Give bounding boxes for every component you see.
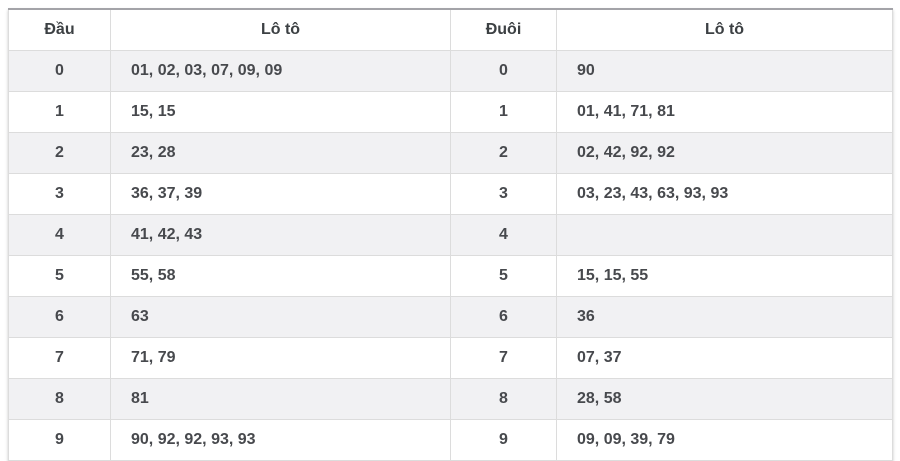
head-digit-cell: 4 xyxy=(8,214,111,256)
tail-loto-values-cell: 02, 42, 92, 92 xyxy=(556,132,893,174)
table-header-row: Đầu Lô tô Đuôi Lô tô xyxy=(8,8,893,51)
head-loto-values-cell: 63 xyxy=(110,296,451,338)
table-row: 2 23, 28 2 02, 42, 92, 92 xyxy=(8,132,893,174)
tail-digit-cell: 3 xyxy=(450,173,557,215)
tail-loto-values-cell: 15, 15, 55 xyxy=(556,255,893,297)
tail-loto-values-cell: 07, 37 xyxy=(556,337,893,379)
head-column-header: Đầu xyxy=(8,8,111,51)
head-digit-cell: 2 xyxy=(8,132,111,174)
head-digit-cell: 7 xyxy=(8,337,111,379)
head-digit-cell: 3 xyxy=(8,173,111,215)
tail-digit-cell: 4 xyxy=(450,214,557,256)
head-digit-cell: 9 xyxy=(8,419,111,461)
tail-loto-values-cell: 36 xyxy=(556,296,893,338)
head-loto-values-cell: 01, 02, 03, 07, 09, 09 xyxy=(110,50,451,92)
head-loto-values-cell: 41, 42, 43 xyxy=(110,214,451,256)
head-loto-values-cell: 81 xyxy=(110,378,451,420)
tail-digit-cell: 0 xyxy=(450,50,557,92)
tail-loto-values-cell: 09, 09, 39, 79 xyxy=(556,419,893,461)
head-digit-cell: 6 xyxy=(8,296,111,338)
table-row: 1 15, 15 1 01, 41, 71, 81 xyxy=(8,91,893,133)
tail-digit-cell: 8 xyxy=(450,378,557,420)
tail-digit-cell: 2 xyxy=(450,132,557,174)
head-loto-values-cell: 23, 28 xyxy=(110,132,451,174)
tail-digit-cell: 6 xyxy=(450,296,557,338)
tail-loto-values-cell: 90 xyxy=(556,50,893,92)
loto-head-tail-table: Đầu Lô tô Đuôi Lô tô 0 01, 02, 03, 07, 0… xyxy=(8,8,893,461)
tail-loto-values-cell: 03, 23, 43, 63, 93, 93 xyxy=(556,173,893,215)
left-loto-column-header: Lô tô xyxy=(110,8,451,51)
head-loto-values-cell: 55, 58 xyxy=(110,255,451,297)
table-row: 7 71, 79 7 07, 37 xyxy=(8,337,893,379)
tail-loto-values-cell: 28, 58 xyxy=(556,378,893,420)
table-row: 8 81 8 28, 58 xyxy=(8,378,893,420)
head-digit-cell: 8 xyxy=(8,378,111,420)
tail-loto-values-cell: 01, 41, 71, 81 xyxy=(556,91,893,133)
tail-digit-cell: 7 xyxy=(450,337,557,379)
right-loto-column-header: Lô tô xyxy=(556,8,893,51)
head-digit-cell: 0 xyxy=(8,50,111,92)
head-digit-cell: 5 xyxy=(8,255,111,297)
tail-column-header: Đuôi xyxy=(450,8,557,51)
table-row: 6 63 6 36 xyxy=(8,296,893,338)
head-loto-values-cell: 90, 92, 92, 93, 93 xyxy=(110,419,451,461)
tail-digit-cell: 5 xyxy=(450,255,557,297)
table-row: 4 41, 42, 43 4 xyxy=(8,214,893,256)
head-digit-cell: 1 xyxy=(8,91,111,133)
head-loto-values-cell: 71, 79 xyxy=(110,337,451,379)
table-row: 0 01, 02, 03, 07, 09, 09 0 90 xyxy=(8,50,893,92)
head-loto-values-cell: 36, 37, 39 xyxy=(110,173,451,215)
table-row: 9 90, 92, 92, 93, 93 9 09, 09, 39, 79 xyxy=(8,419,893,461)
table-row: 3 36, 37, 39 3 03, 23, 43, 63, 93, 93 xyxy=(8,173,893,215)
table-row: 5 55, 58 5 15, 15, 55 xyxy=(8,255,893,297)
tail-loto-values-cell xyxy=(556,214,893,256)
tail-digit-cell: 9 xyxy=(450,419,557,461)
head-loto-values-cell: 15, 15 xyxy=(110,91,451,133)
tail-digit-cell: 1 xyxy=(450,91,557,133)
